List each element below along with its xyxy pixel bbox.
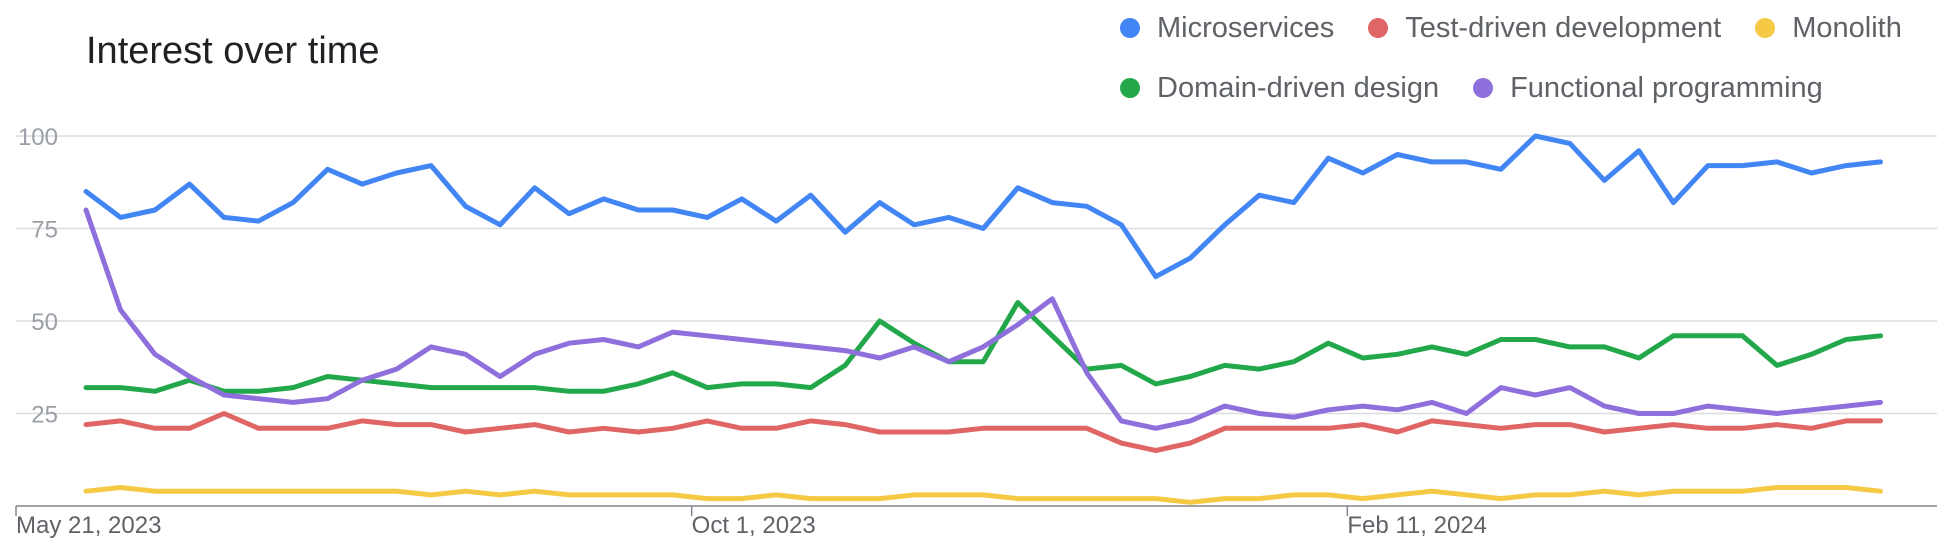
y-tick-label: 100 bbox=[18, 124, 58, 151]
legend-label: Domain-driven design bbox=[1157, 72, 1440, 104]
series-line bbox=[83, 133, 1883, 280]
legend-item[interactable]: Microservices bbox=[1120, 10, 1334, 46]
series-line bbox=[83, 207, 1883, 431]
x-tick-label: Oct 1, 2023 bbox=[692, 512, 816, 539]
legend-marker bbox=[1473, 78, 1494, 98]
x-axis: May 21, 2023 Oct 1, 2023 Feb 11, 2024 bbox=[15, 505, 1937, 539]
legend-label: Microservices bbox=[1157, 12, 1335, 44]
series-line bbox=[83, 411, 1883, 453]
legend-item[interactable]: Test-driven development bbox=[1368, 10, 1721, 46]
series-line bbox=[83, 485, 1883, 505]
legend-label: Monolith bbox=[1792, 12, 1902, 44]
legend-marker bbox=[1120, 18, 1140, 38]
x-tick-label: May 21, 2023 bbox=[16, 512, 161, 539]
chart-title: Interest over time bbox=[86, 30, 380, 72]
legend-label: Functional programming bbox=[1510, 72, 1823, 104]
legend-item[interactable]: Monolith bbox=[1755, 10, 1902, 46]
series-lines bbox=[83, 133, 1883, 505]
y-tick-label: 25 bbox=[31, 402, 58, 429]
legend-item[interactable]: Functional programming bbox=[1473, 70, 1823, 106]
legend-item[interactable]: Domain-driven design bbox=[1120, 70, 1439, 106]
y-tick-label: 50 bbox=[31, 309, 58, 336]
legend-marker bbox=[1755, 18, 1776, 38]
y-tick-label: 75 bbox=[31, 217, 58, 244]
chart-legend: Microservices Test-driven development Mono… bbox=[1120, 10, 1950, 106]
x-tick-label: Feb 11, 2024 bbox=[1347, 512, 1487, 539]
legend-marker bbox=[1368, 18, 1389, 38]
legend-marker bbox=[1120, 78, 1140, 98]
series-line bbox=[83, 300, 1883, 394]
legend-label: Test-driven development bbox=[1405, 12, 1722, 44]
